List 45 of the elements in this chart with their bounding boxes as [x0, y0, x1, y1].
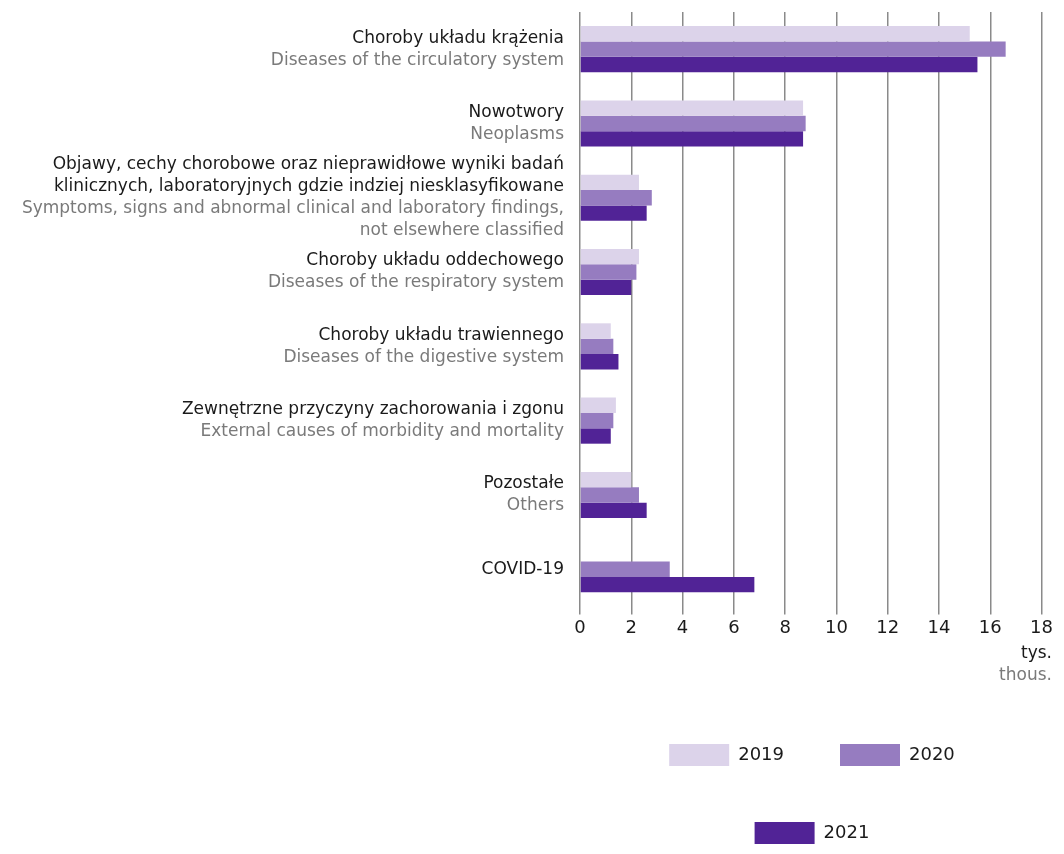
bar — [580, 26, 970, 42]
bar — [580, 354, 619, 370]
y-tick-label: Nowotwory Neoplasms — [468, 100, 565, 143]
y-tick-label: Choroby układu krążenia Diseases of the circulatory system — [270, 26, 564, 69]
bar — [580, 397, 616, 413]
bar — [580, 131, 804, 147]
bar — [580, 56, 978, 73]
x-tick-label: 8 — [779, 615, 791, 637]
x-tick-label: 0 — [574, 615, 586, 637]
x-tick-label: 18 — [1030, 615, 1053, 637]
y-tick-label: Choroby układu oddechowego Diseases of the respiratory system — [267, 249, 564, 292]
bar — [580, 249, 639, 265]
bar — [580, 205, 647, 221]
bar — [580, 428, 611, 444]
bar — [580, 190, 652, 206]
y-tick-label: Objawy, cechy chorobowe oraz nieprawidłowe wyniki badań klinicznych, laboratoryjnych gdzie indziej niesklasyfikowane Symptoms, signs and abnormal clinical and laboratory findings, not elsewhere classified — [21, 153, 564, 240]
x-tick-label: 12 — [876, 615, 900, 637]
bar — [580, 338, 614, 355]
x-tick-label: 14 — [927, 615, 951, 637]
bar — [580, 471, 632, 488]
x-axis-title: tys. thous. — [999, 642, 1052, 685]
bar — [580, 502, 647, 518]
x-tick-label: 10 — [824, 615, 848, 637]
y-tick-label: Choroby układu trawiennego Diseases of the digestive system — [283, 323, 564, 366]
x-tick-label: 16 — [978, 615, 1002, 637]
legend-label: 2021 — [823, 820, 870, 842]
x-tick-label: 4 — [676, 615, 689, 637]
y-tick-label: Pozostałe Others — [483, 472, 565, 515]
legend-label: 2019 — [738, 742, 784, 764]
y-tick-label: COVID-19 — [481, 557, 564, 578]
bar — [580, 412, 614, 429]
bar — [580, 561, 670, 577]
bar — [580, 174, 639, 191]
y-tick-label: Zewnętrzne przyczyny zachorowania i zgonu External causes of morbidity and mortality — [181, 398, 564, 441]
bar — [580, 100, 804, 116]
bar — [580, 41, 1006, 57]
bar — [580, 323, 611, 339]
bar — [580, 487, 639, 503]
x-tick-label: 6 — [728, 615, 740, 637]
bar — [580, 264, 637, 280]
bar — [580, 279, 632, 296]
legend-label: 2020 — [909, 742, 955, 764]
bar — [580, 115, 806, 132]
x-tick-label: 2 — [625, 615, 638, 637]
bar — [580, 576, 755, 593]
